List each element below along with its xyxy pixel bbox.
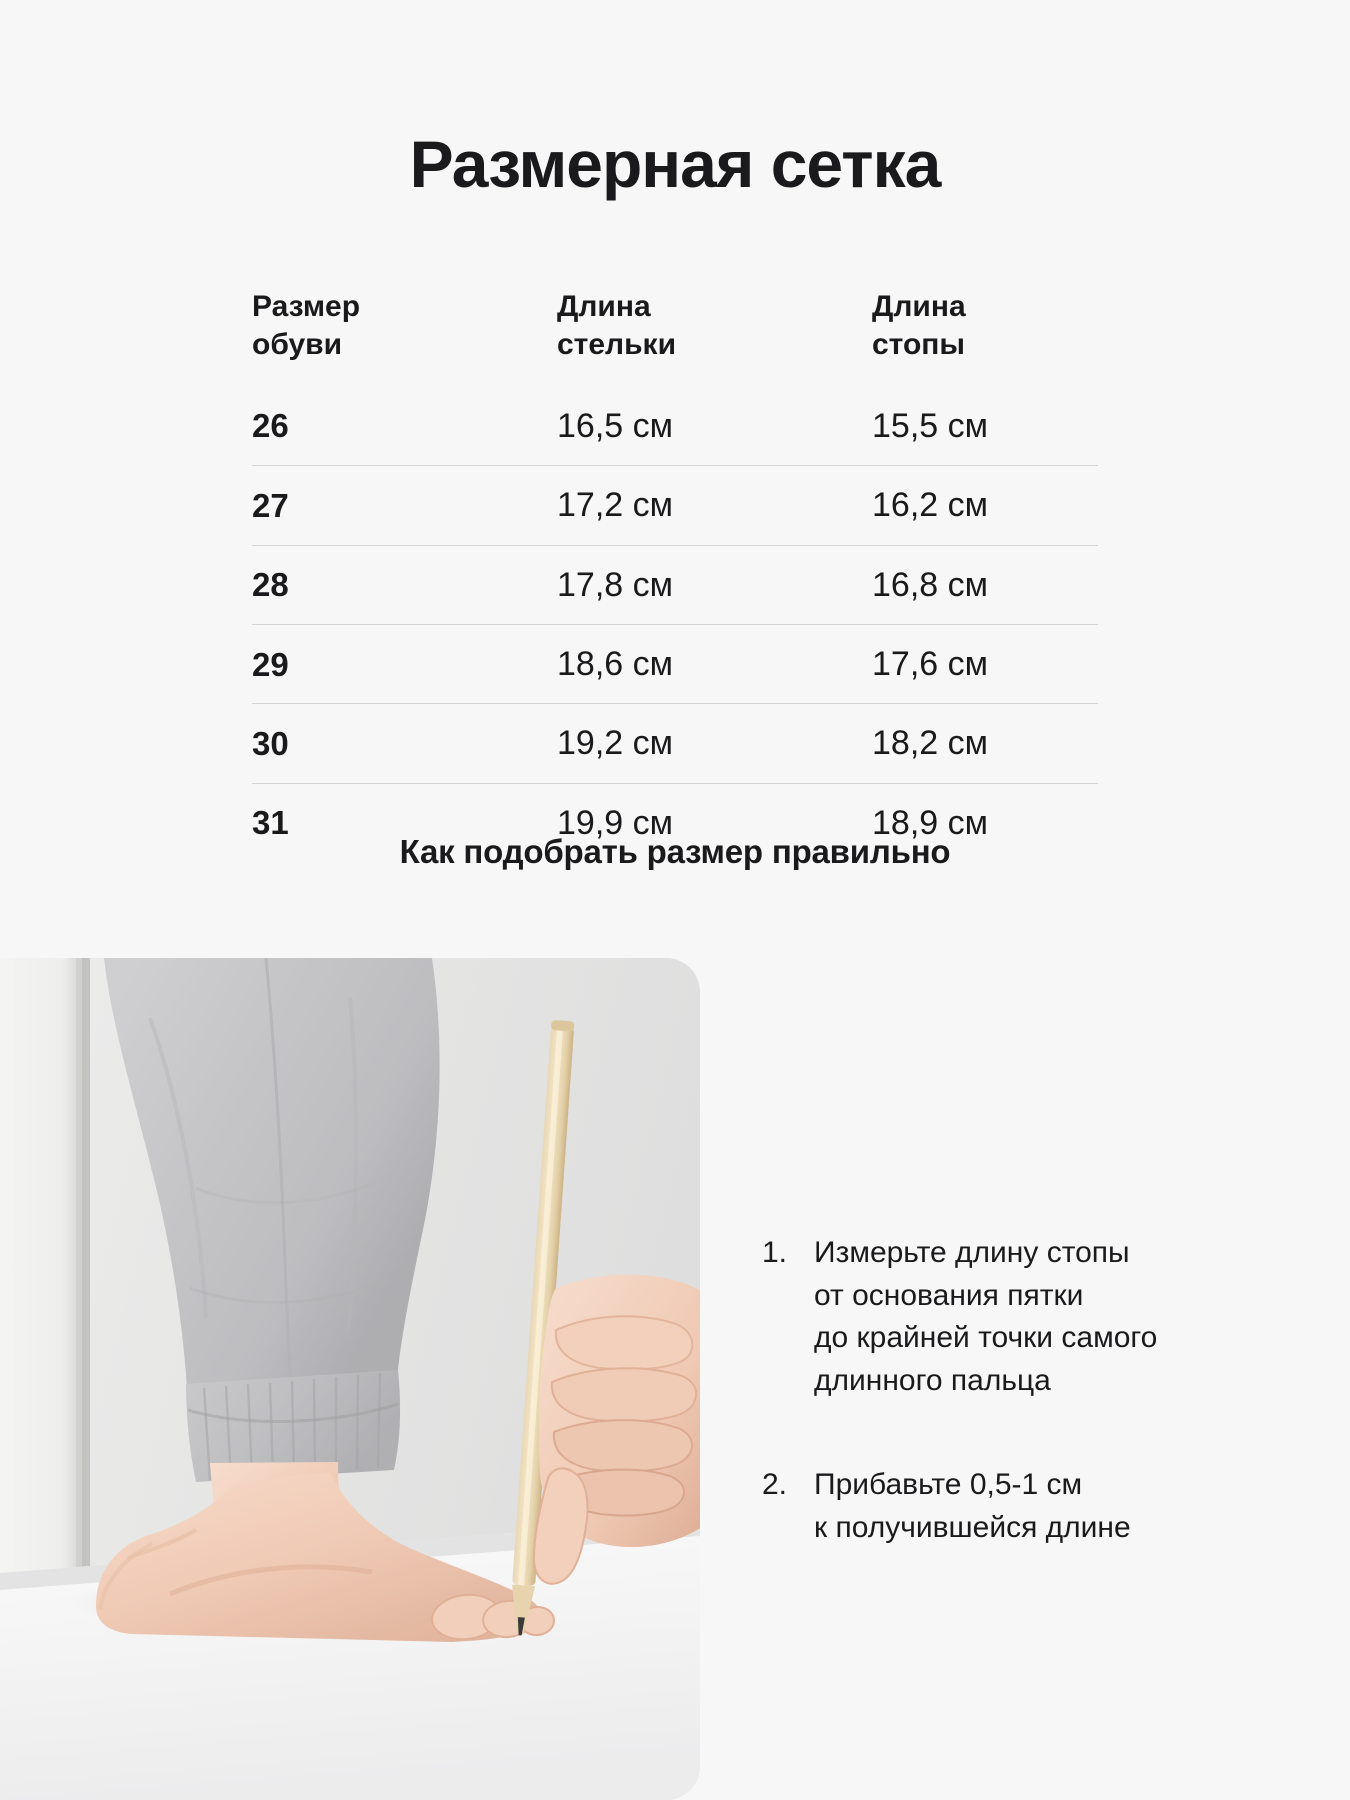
instruction-step: 1. Измерьте длину стопы от основания пят… bbox=[762, 1232, 1322, 1402]
table-header-row: Размер обуви Длина стельки Длина стопы bbox=[252, 288, 1098, 387]
table-row: 28 17,8 см 16,8 см bbox=[252, 544, 1098, 625]
cell-foot-length: 18,2 см bbox=[872, 703, 1098, 784]
size-table: Размер обуви Длина стельки Длина стопы 2… bbox=[252, 288, 1098, 863]
cell-insole-length: 19,9 см bbox=[557, 782, 872, 863]
cell-foot-length: 16,8 см bbox=[872, 544, 1098, 625]
instructions-list: 1. Измерьте длину стопы от основания пят… bbox=[762, 1232, 1322, 1550]
instruction-step: 2. Прибавьте 0,5-1 см к получившейся дли… bbox=[762, 1464, 1322, 1549]
header-insole-length: Длина стельки bbox=[557, 290, 677, 362]
step-number: 2. bbox=[762, 1468, 788, 1502]
cell-shoe-size: 26 bbox=[252, 407, 289, 445]
cell-insole-length: 18,6 см bbox=[557, 623, 872, 704]
table-row: 29 18,6 см 17,6 см bbox=[252, 623, 1098, 704]
cell-insole-length: 19,2 см bbox=[557, 703, 872, 784]
cell-shoe-size: 30 bbox=[252, 703, 557, 784]
step-number: 1. bbox=[762, 1236, 788, 1269]
table-row: 30 19,2 см 18,2 см bbox=[252, 703, 1098, 784]
cell-foot-length: 17,6 см bbox=[872, 623, 1098, 704]
table-body: 26 16,5 см 15,5 см 27 17,2 см 16,2 см 28… bbox=[252, 387, 1098, 863]
table-row: 27 17,2 см 16,2 см bbox=[252, 465, 1098, 546]
photo-illustration bbox=[0, 958, 700, 1800]
header-shoe-size: Размер обуви bbox=[252, 290, 361, 362]
header-foot-length: Длина стопы bbox=[872, 290, 966, 362]
table-row: 31 19,9 см 18,9 см bbox=[252, 782, 1098, 863]
table-row: 26 16,5 см 15,5 см bbox=[252, 387, 1098, 466]
step-text: Измерьте длину стопы от основания пятки … bbox=[814, 1236, 1158, 1397]
cell-insole-length: 17,8 см bbox=[557, 544, 872, 625]
cell-shoe-size: 31 bbox=[252, 782, 557, 863]
cell-shoe-size: 29 bbox=[252, 623, 557, 704]
cell-shoe-size: 28 bbox=[252, 544, 557, 625]
cell-insole-length: 17,2 см bbox=[557, 465, 872, 546]
measurement-photo bbox=[0, 958, 700, 1800]
cell-foot-length: 15,5 см bbox=[872, 406, 988, 445]
step-text: Прибавьте 0,5-1 см к получившейся длине bbox=[814, 1468, 1131, 1544]
section-subheading: Как подобрать размер правильно bbox=[399, 833, 951, 870]
page-title: Размерная сетка bbox=[409, 127, 942, 201]
cell-insole-length: 16,5 см bbox=[557, 406, 673, 445]
cell-shoe-size: 27 bbox=[252, 465, 557, 546]
cell-foot-length: 18,9 см bbox=[872, 782, 1098, 863]
cell-foot-length: 16,2 см bbox=[872, 465, 1098, 546]
